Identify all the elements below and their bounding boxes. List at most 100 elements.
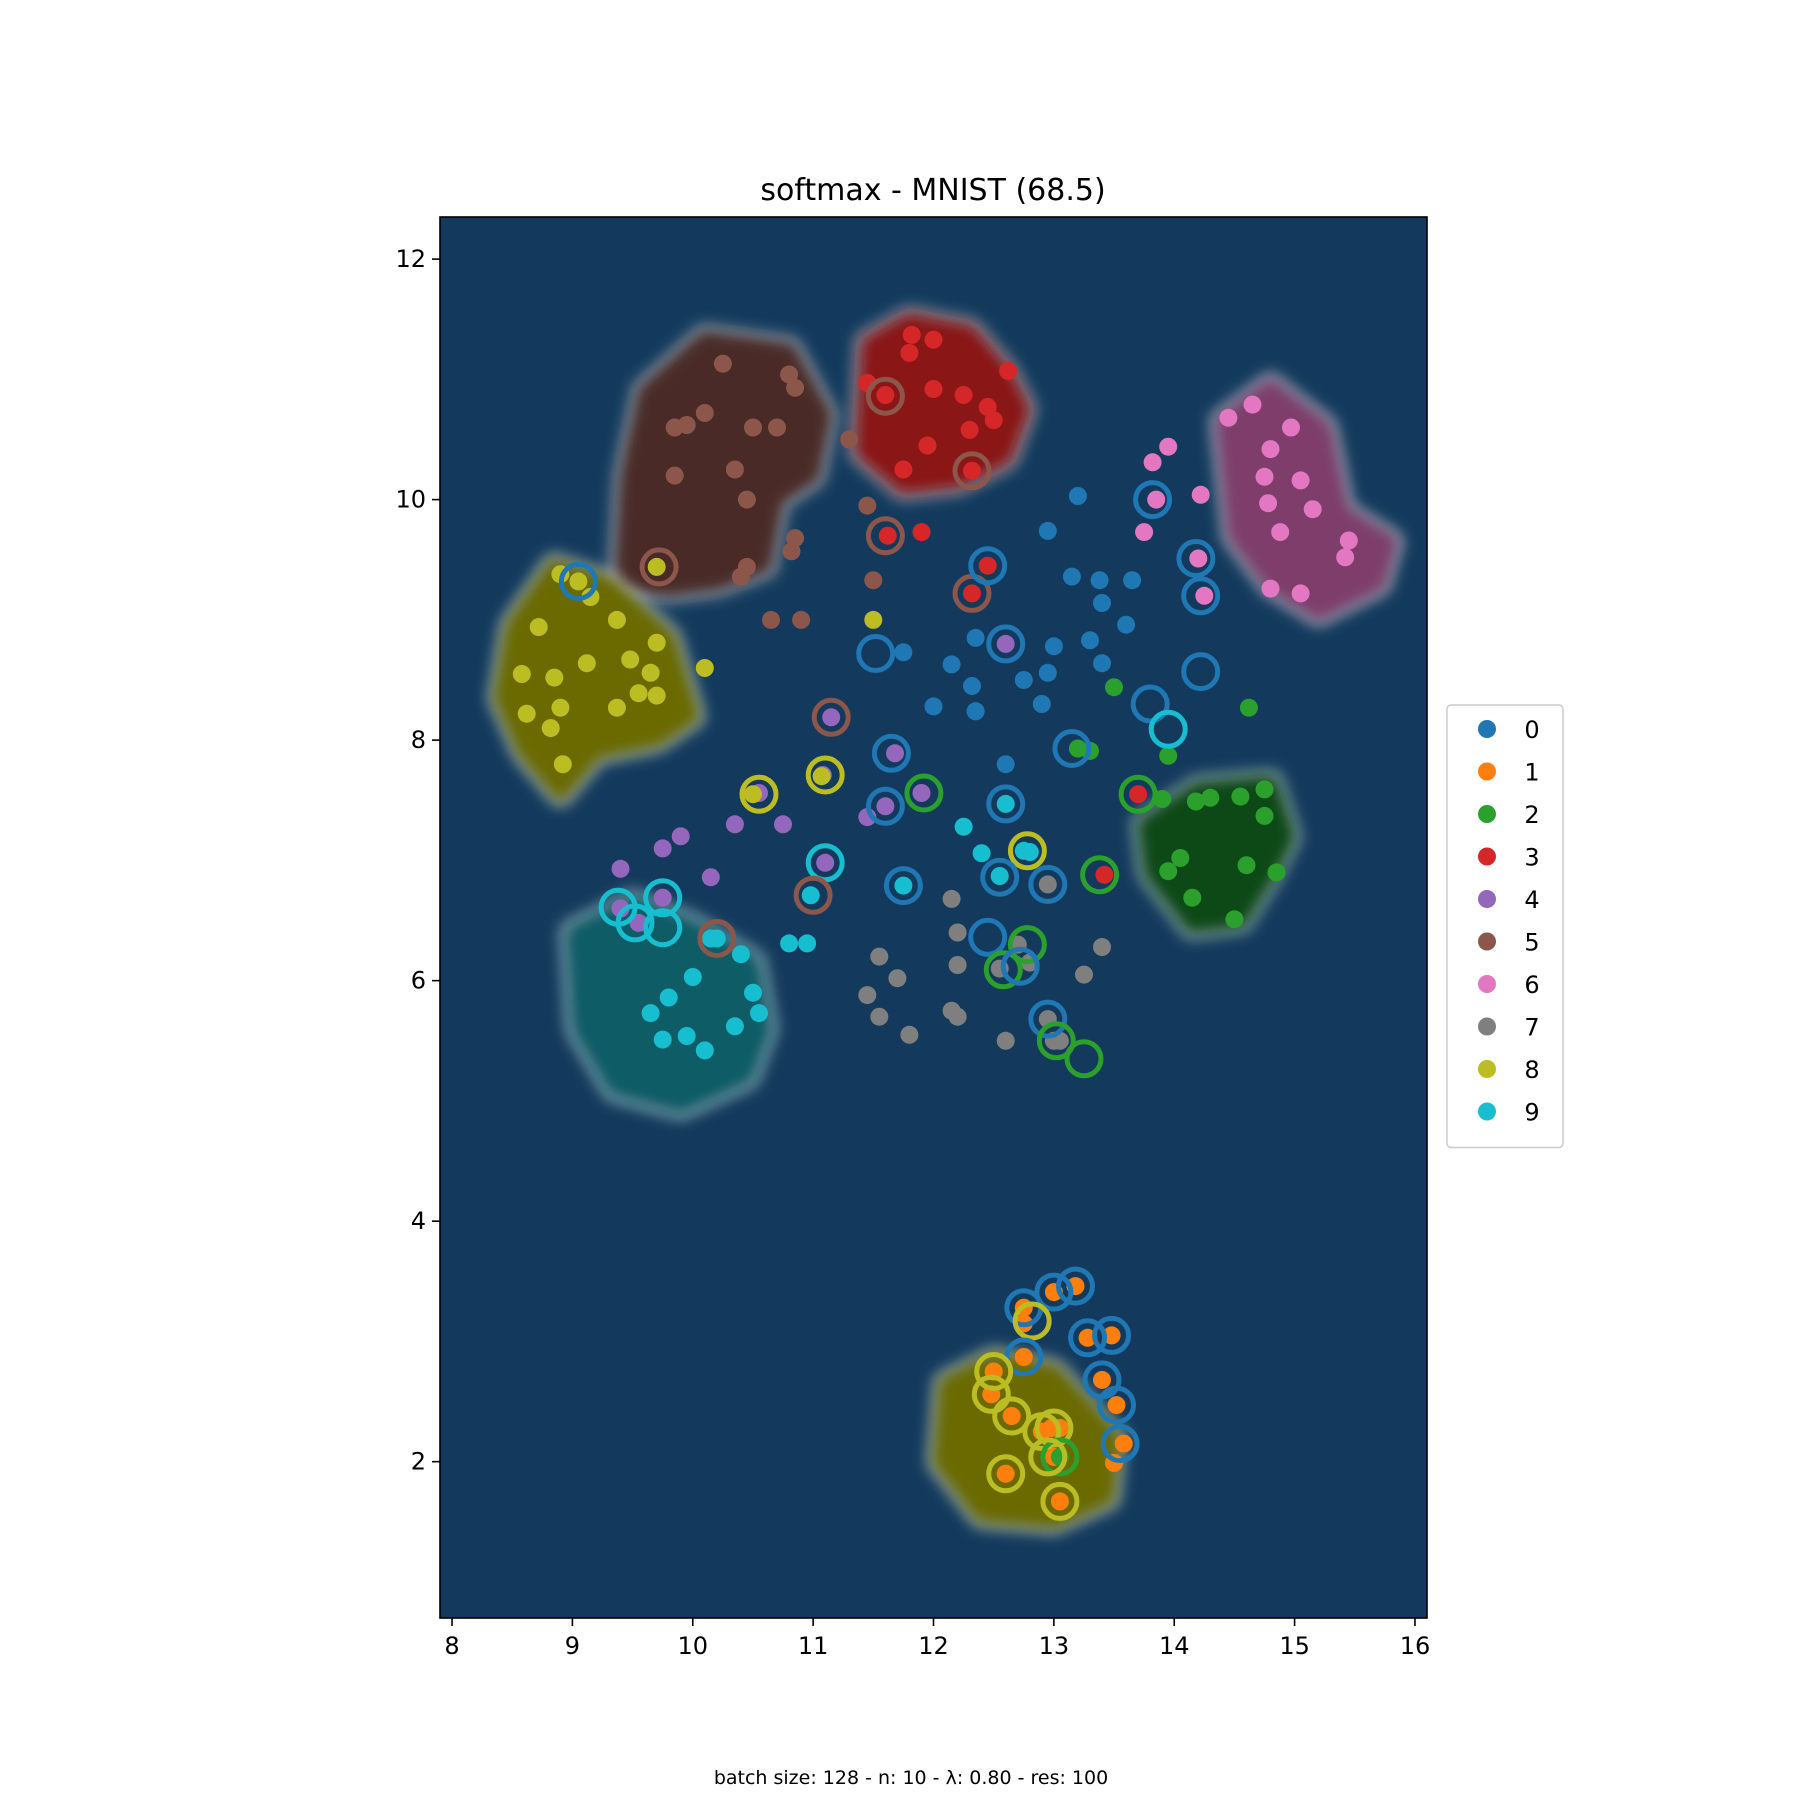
- y-tick-label: 12: [395, 245, 426, 273]
- point-class-8: [621, 650, 640, 669]
- chart-footnote: batch size: 128 - n: 10 - λ: 0.80 - res:…: [714, 1767, 1108, 1789]
- ring-class-0: [1181, 576, 1221, 616]
- ring-class-9: [1148, 709, 1188, 749]
- y-tick-label: 4: [411, 1207, 426, 1235]
- legend-marker-9: [1478, 1102, 1496, 1121]
- misclassified-rings: [558, 376, 1221, 1521]
- point-class-6: [1291, 471, 1310, 490]
- point-class-7: [1093, 938, 1111, 956]
- point-class-8: [695, 659, 714, 677]
- point-class-8: [517, 704, 536, 723]
- ring-class-0: [1052, 729, 1092, 768]
- point-class-9: [677, 1027, 696, 1045]
- point-class-6: [1159, 437, 1178, 456]
- point-class-4: [653, 839, 672, 858]
- x-tick-label: 12: [918, 1632, 949, 1660]
- point-class-6: [1303, 500, 1322, 519]
- point-class-6: [1291, 584, 1310, 603]
- ring-class-5: [697, 919, 737, 958]
- chart-title: softmax - MNIST (68.5): [760, 173, 1105, 208]
- point-class-0: [966, 628, 985, 647]
- legend-label-1: 1: [1524, 759, 1539, 787]
- point-class-7: [1038, 875, 1057, 894]
- x-tick-label: 13: [1039, 1632, 1070, 1660]
- y-tick-label: 2: [411, 1448, 426, 1476]
- ring-class-0: [1028, 864, 1068, 904]
- ring-class-8: [1007, 831, 1047, 871]
- legend-marker-5: [1478, 932, 1496, 951]
- point-class-0: [966, 702, 985, 721]
- ring-class-5: [793, 875, 833, 915]
- point-class-8: [545, 668, 564, 687]
- ring-class-0: [1068, 1318, 1108, 1358]
- point-class-0: [1090, 571, 1109, 590]
- point-class-2: [1159, 746, 1178, 765]
- point-class-8: [581, 588, 600, 606]
- point-class-3: [894, 460, 913, 479]
- x-tick-label: 15: [1279, 1632, 1310, 1660]
- point-class-0: [1093, 654, 1111, 673]
- point-class-0: [894, 643, 913, 662]
- x-tick-label: 11: [798, 1632, 829, 1660]
- ring-class-0: [1130, 684, 1170, 724]
- point-class-2: [1255, 806, 1274, 825]
- point-class-0: [1062, 567, 1081, 586]
- point-class-9: [990, 867, 1009, 885]
- point-class-6: [1195, 586, 1214, 605]
- point-class-0: [963, 677, 981, 695]
- point-class-0: [996, 755, 1015, 774]
- point-class-8: [647, 557, 666, 576]
- point-class-2: [1186, 792, 1205, 811]
- ring-class-0: [1133, 480, 1173, 520]
- point-class-6: [1147, 490, 1166, 509]
- point-class-8: [812, 767, 831, 786]
- ring-class-0: [1004, 1337, 1044, 1377]
- point-class-1: [1102, 1326, 1121, 1345]
- point-class-8: [569, 572, 588, 591]
- point-class-3: [954, 386, 973, 404]
- legend-marker-1: [1478, 762, 1496, 781]
- point-class-9: [1020, 843, 1039, 861]
- point-class-9: [695, 1041, 714, 1060]
- ring-class-9: [805, 843, 845, 883]
- point-class-5: [737, 557, 756, 576]
- ring-class-2: [1118, 774, 1158, 814]
- point-class-3: [1129, 785, 1148, 804]
- ring-class-0: [1034, 1272, 1074, 1312]
- legend-label-2: 2: [1524, 801, 1539, 829]
- point-class-8: [553, 755, 572, 774]
- ring-class-8: [1028, 1437, 1068, 1477]
- legend-label-3: 3: [1524, 844, 1539, 872]
- point-class-5: [744, 418, 762, 437]
- ring-class-8: [971, 1374, 1011, 1414]
- legend-marker-2: [1478, 805, 1496, 823]
- point-class-3: [912, 523, 931, 542]
- point-class-6: [1336, 548, 1355, 567]
- ring-class-0: [1176, 539, 1216, 578]
- point-class-1: [1114, 1434, 1133, 1453]
- point-class-0: [1068, 487, 1087, 505]
- point-class-0: [1014, 671, 1033, 689]
- point-class-2: [1201, 788, 1220, 807]
- x-tick-label: 9: [565, 1632, 580, 1660]
- point-class-3: [1095, 865, 1114, 884]
- point-class-8: [641, 663, 660, 682]
- scatter-points: [512, 325, 1358, 1511]
- ring-class-8: [986, 1454, 1026, 1494]
- point-class-2: [1267, 863, 1286, 882]
- point-class-4: [671, 827, 690, 846]
- ring-class-2: [1064, 1039, 1104, 1079]
- point-class-2: [1183, 888, 1202, 907]
- point-class-6: [1255, 467, 1274, 486]
- point-class-8: [629, 684, 648, 703]
- ring-class-0: [871, 733, 911, 773]
- legend-label-0: 0: [1524, 716, 1539, 744]
- point-class-7: [870, 1007, 889, 1026]
- point-class-8: [607, 610, 626, 629]
- point-class-5: [665, 418, 684, 437]
- ring-class-5: [865, 376, 905, 416]
- point-class-4: [611, 859, 630, 878]
- y-axis: 2 4 6 8 10 12: [395, 245, 440, 1476]
- point-class-4: [611, 899, 630, 918]
- ring-class-0: [968, 546, 1008, 586]
